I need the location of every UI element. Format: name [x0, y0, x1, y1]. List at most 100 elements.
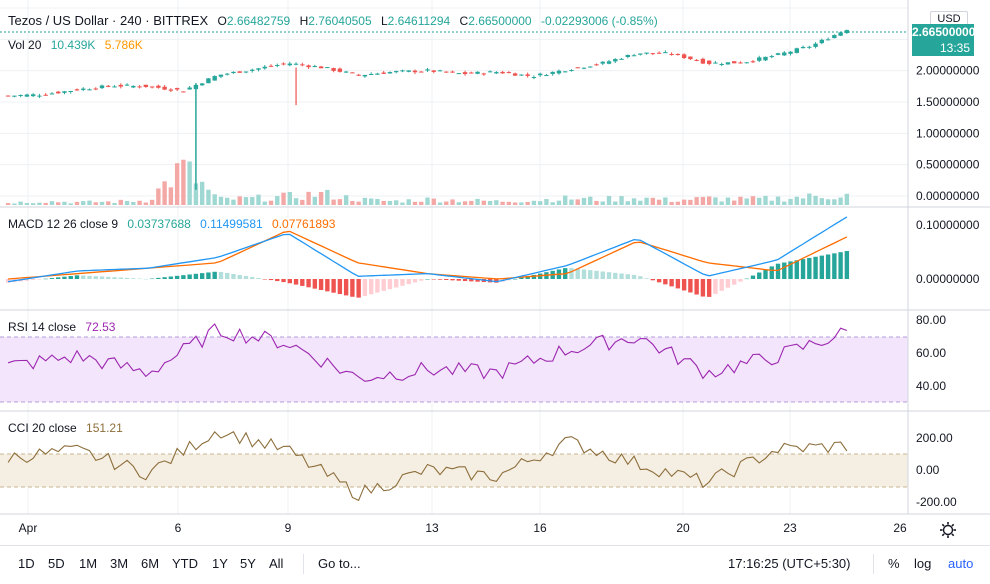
macd-histogram-bar	[531, 274, 537, 279]
time-axis[interactable]: Apr 6 9 13 16 20 23 26	[19, 521, 907, 535]
range-1y[interactable]: 1Y	[212, 556, 228, 571]
volume-bar	[312, 196, 318, 205]
macd-histogram-bar	[469, 279, 474, 282]
symbol-title[interactable]: Tezos / US Dollar · 240 · BITTREX	[8, 13, 209, 28]
volume-bar	[368, 198, 374, 205]
macd-pane[interactable]	[5, 216, 850, 298]
range-1m[interactable]: 1M	[79, 556, 98, 571]
volume-bar	[181, 159, 186, 205]
volume-bar	[456, 202, 461, 205]
macd-histogram-bar	[450, 279, 455, 281]
rsi-legend: RSI 14 close 72.53	[8, 319, 121, 335]
macd-histogram-bar	[456, 279, 461, 281]
candle-body	[293, 63, 299, 65]
volume-bar	[30, 203, 36, 205]
candle-body	[81, 88, 86, 90]
candle-body	[331, 68, 336, 71]
candle-body	[813, 43, 818, 47]
candle-body	[550, 71, 555, 74]
volume-bar	[218, 196, 224, 205]
macd-histogram-bar	[412, 279, 418, 283]
rsi-pane[interactable]	[7, 323, 848, 382]
macd-axis[interactable]: 0.10000000 0.00000000	[916, 218, 980, 286]
macd-histogram-bar	[788, 261, 793, 279]
volume-bar	[531, 200, 537, 205]
cci-axis[interactable]: 200.00 0.00 -200.00	[916, 431, 957, 509]
macd-histogram-bar	[838, 252, 843, 279]
macd-histogram-bar	[87, 275, 92, 279]
candle-body	[537, 73, 543, 76]
price-axis[interactable]: 2.00000000 1.50000000 1.00000000 0.50000000…	[916, 64, 980, 203]
volume-bar	[750, 196, 756, 205]
range-6m[interactable]: 6M	[141, 556, 160, 571]
macd-histogram-bar	[37, 279, 42, 280]
volume-bar	[318, 191, 324, 205]
range-1d[interactable]: 1D	[18, 556, 35, 571]
macd-histogram-bar	[825, 254, 831, 279]
volume-bar	[74, 201, 80, 205]
candle-body	[656, 52, 662, 54]
volume-bar	[713, 197, 718, 205]
range-5y[interactable]: 5Y	[240, 556, 256, 571]
candle-body	[782, 52, 787, 56]
candle-body	[93, 88, 98, 90]
macd-histogram-bar	[74, 275, 80, 279]
macd-histogram-bar	[199, 273, 205, 279]
currency-button[interactable]: USD	[930, 11, 968, 28]
volume-bar	[669, 201, 674, 205]
candle-body	[243, 71, 249, 73]
range-ytd[interactable]: YTD	[172, 556, 198, 571]
rsi-label[interactable]: RSI 14 close	[8, 320, 77, 334]
rsi-axis[interactable]: 80.00 60.00 40.00	[916, 313, 946, 393]
macd-histogram-bar	[406, 279, 411, 285]
candle-body	[794, 48, 799, 53]
volume-bar	[688, 199, 693, 205]
macd-histogram-bar	[525, 276, 530, 279]
price-tick-label: 1.00000000	[916, 126, 980, 140]
volume-bar	[256, 194, 261, 205]
range-all[interactable]: All	[269, 556, 284, 571]
goto-button[interactable]: Go to...	[318, 556, 361, 571]
volume-bar	[838, 197, 843, 205]
candle-body	[318, 66, 324, 69]
volume-bar	[131, 202, 136, 205]
gear-icon[interactable]	[940, 522, 956, 538]
macd-histogram-bar	[763, 269, 768, 279]
candle-body	[444, 71, 449, 73]
volume-value: 10.439K	[50, 38, 96, 52]
volume-bar	[444, 201, 449, 205]
auto-scale-toggle[interactable]: auto	[948, 556, 974, 571]
candle-body	[644, 52, 649, 54]
candle-body	[569, 70, 574, 72]
log-toggle[interactable]: log	[914, 556, 932, 571]
volume-bar	[112, 202, 117, 205]
candle-body	[625, 54, 630, 58]
macd-histogram-bar	[512, 278, 518, 280]
range-5d[interactable]: 5D	[48, 556, 65, 571]
time-tick-label: 9	[285, 521, 292, 535]
timezone-clock[interactable]: 17:16:25 (UTC+5:30)	[728, 556, 851, 571]
candle-body	[844, 30, 850, 34]
volume-bar	[431, 198, 436, 205]
macd-histogram-bar	[181, 275, 186, 279]
candle-body	[825, 39, 831, 41]
macd-histogram-bar	[174, 275, 180, 279]
cci-label[interactable]: CCI 20 close	[8, 421, 77, 435]
macd-histogram-bar	[594, 270, 599, 279]
volume-bar	[663, 197, 668, 205]
macd-label[interactable]: MACD 12 26 close 9	[8, 217, 119, 231]
volume-bar	[118, 199, 123, 205]
candle-body	[419, 71, 424, 73]
candlestick-series[interactable]	[5, 29, 850, 190]
volume-bar	[275, 196, 280, 205]
candle-body	[56, 91, 61, 94]
candle-body	[256, 68, 261, 70]
range-3m[interactable]: 3M	[110, 556, 129, 571]
candle-body	[131, 85, 136, 88]
percent-toggle[interactable]: %	[888, 556, 900, 571]
candle-body	[199, 83, 205, 86]
cci-pane[interactable]	[7, 430, 848, 502]
volume-bar	[87, 200, 92, 205]
volume-label[interactable]: Vol 20	[8, 38, 42, 52]
